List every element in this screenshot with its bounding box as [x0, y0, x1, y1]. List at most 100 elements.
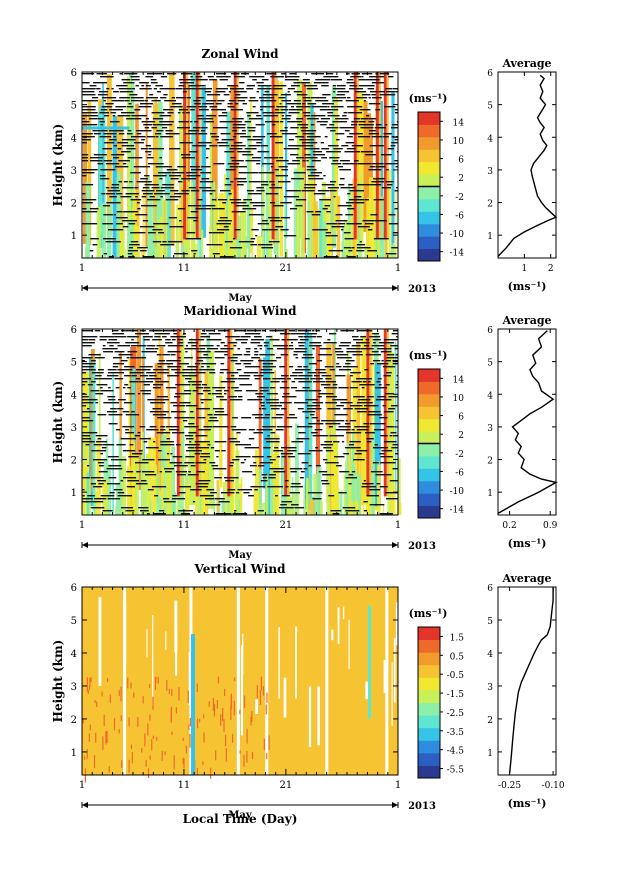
masked-dot — [226, 372, 239, 374]
masked-dot — [379, 486, 388, 488]
masked-dot — [117, 345, 131, 347]
masked-dot — [231, 375, 235, 377]
masked-dot — [172, 456, 183, 458]
masked-dot — [102, 345, 106, 347]
masked-dot — [187, 205, 202, 207]
masked-dot — [279, 121, 284, 123]
wind-stripe — [297, 475, 300, 515]
masked-data-dots — [82, 73, 398, 258]
updraft-streak — [196, 683, 198, 692]
updraft-streak — [268, 735, 270, 750]
masked-dot — [391, 247, 398, 249]
masked-dot — [82, 495, 85, 497]
masked-dot — [90, 483, 97, 485]
masked-dot — [380, 351, 392, 353]
masked-dot — [327, 115, 340, 117]
colorbar-segment — [418, 406, 440, 420]
masked-dot — [195, 73, 200, 75]
wind-stripe — [101, 202, 107, 258]
masked-dot — [231, 211, 246, 213]
wind-stripe — [375, 230, 378, 258]
masked-dot — [82, 193, 86, 195]
masked-dot — [346, 223, 362, 225]
masked-dot — [323, 175, 326, 177]
wind-stripe — [211, 106, 216, 246]
masked-dot — [152, 339, 162, 341]
masked-dot — [149, 375, 157, 377]
masked-dot — [188, 85, 198, 87]
masked-dot — [276, 348, 289, 350]
colorbar-segment — [418, 161, 440, 175]
updraft-streak — [133, 692, 135, 698]
masked-dot — [374, 127, 386, 129]
masked-dot — [275, 414, 284, 416]
masked-dot — [125, 393, 135, 395]
colorbar-segment — [418, 393, 440, 407]
data-gap — [189, 587, 193, 775]
masked-dot — [286, 103, 302, 105]
masked-dot — [287, 163, 301, 165]
masked-dot — [327, 408, 341, 410]
wind-stripe — [326, 429, 331, 515]
masked-dot — [210, 133, 217, 135]
wind-stripe — [352, 178, 355, 258]
masked-dot — [373, 238, 389, 240]
updraft-streak — [239, 709, 241, 715]
data-gap — [383, 659, 387, 694]
masked-dot — [300, 127, 308, 129]
masked-dot — [325, 423, 341, 425]
updraft-streak — [223, 719, 225, 732]
masked-dot — [276, 426, 293, 428]
data-gap — [146, 629, 148, 658]
masked-dot — [154, 333, 170, 335]
masked-dot — [352, 336, 359, 338]
masked-dot — [131, 115, 147, 117]
masked-dot — [281, 408, 287, 410]
masked-dot — [168, 175, 181, 177]
wind-stripe — [261, 84, 264, 238]
masked-dot — [247, 139, 263, 141]
masked-dot — [345, 202, 355, 204]
masked-dot — [394, 112, 398, 114]
masked-dot — [160, 244, 175, 246]
cyan-band — [82, 126, 130, 130]
masked-dot — [336, 405, 344, 407]
masked-dot — [385, 88, 393, 90]
masked-dot — [162, 399, 169, 401]
masked-dot — [290, 387, 298, 389]
masked-dot — [214, 441, 227, 443]
masked-dot — [127, 130, 132, 132]
masked-dot — [291, 178, 304, 180]
data-gap — [242, 633, 244, 675]
masked-dot — [246, 112, 259, 114]
masked-dot — [99, 136, 112, 138]
masked-dot — [306, 166, 315, 168]
masked-dot — [141, 85, 145, 87]
average-y-tick-label: 5 — [487, 359, 493, 369]
masked-dot — [280, 94, 291, 96]
masked-dot — [82, 142, 87, 144]
updraft-streak — [144, 733, 146, 747]
updraft-streak — [118, 690, 120, 696]
masked-dot — [197, 429, 211, 431]
masked-dot — [82, 91, 95, 93]
masked-dot — [339, 169, 352, 171]
masked-dot — [365, 339, 370, 341]
masked-dot — [98, 471, 108, 473]
masked-dot — [254, 354, 259, 356]
masked-dot — [87, 495, 95, 497]
masked-dot — [94, 378, 99, 380]
masked-dot — [370, 214, 378, 216]
masked-dot — [270, 387, 276, 389]
masked-dot — [182, 112, 185, 114]
masked-dot — [219, 372, 224, 374]
updraft-streak — [161, 750, 163, 761]
wind-stripe — [98, 353, 101, 496]
masked-dot — [100, 453, 103, 455]
masked-dot — [210, 492, 217, 494]
masked-dot — [208, 232, 213, 234]
masked-dot — [90, 160, 103, 162]
masked-dot — [281, 456, 287, 458]
wind-stripe — [351, 443, 354, 515]
